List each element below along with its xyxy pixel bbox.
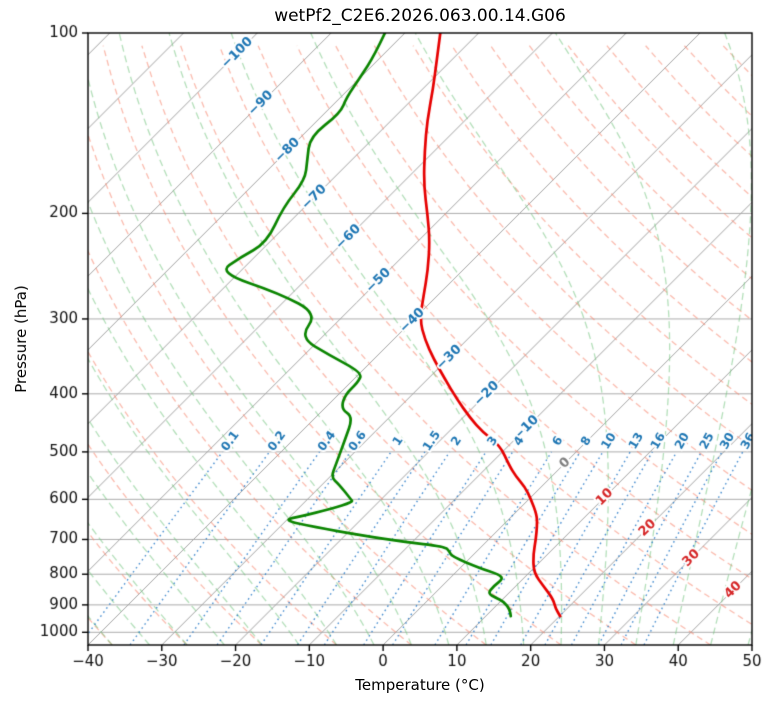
chart-title: wetPf2_C2E6.2026.063.00.14.G06 bbox=[274, 6, 566, 26]
x-axis-label: Temperature (°C) bbox=[355, 676, 485, 694]
y-axis-label: Pressure (hPa) bbox=[12, 285, 30, 393]
